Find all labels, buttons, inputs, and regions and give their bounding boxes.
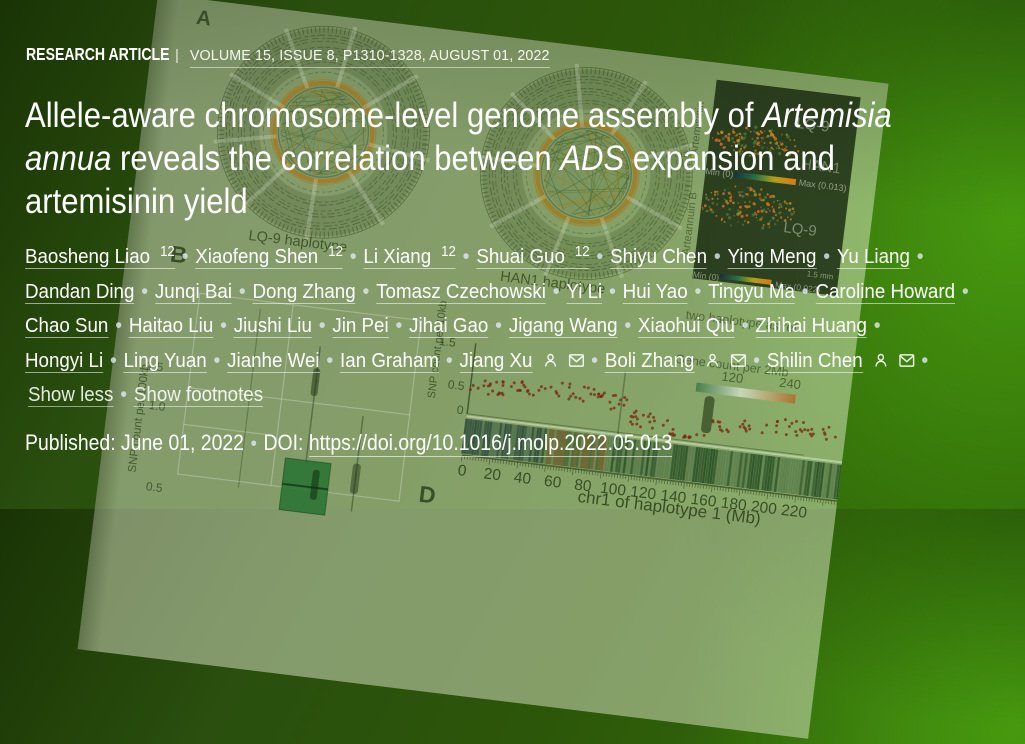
svg-text:60: 60 xyxy=(543,473,563,492)
svg-text:220: 220 xyxy=(780,502,808,522)
svg-text:0: 0 xyxy=(457,462,468,480)
svg-text:0.5: 0.5 xyxy=(447,377,466,393)
svg-text:40: 40 xyxy=(513,469,533,488)
svg-text:A: A xyxy=(195,6,213,31)
svg-text:240: 240 xyxy=(778,375,801,393)
svg-text:D: D xyxy=(417,481,437,509)
svg-text:20: 20 xyxy=(483,465,503,484)
svg-text:0.5: 0.5 xyxy=(145,479,164,495)
svg-text:0: 0 xyxy=(456,403,465,418)
